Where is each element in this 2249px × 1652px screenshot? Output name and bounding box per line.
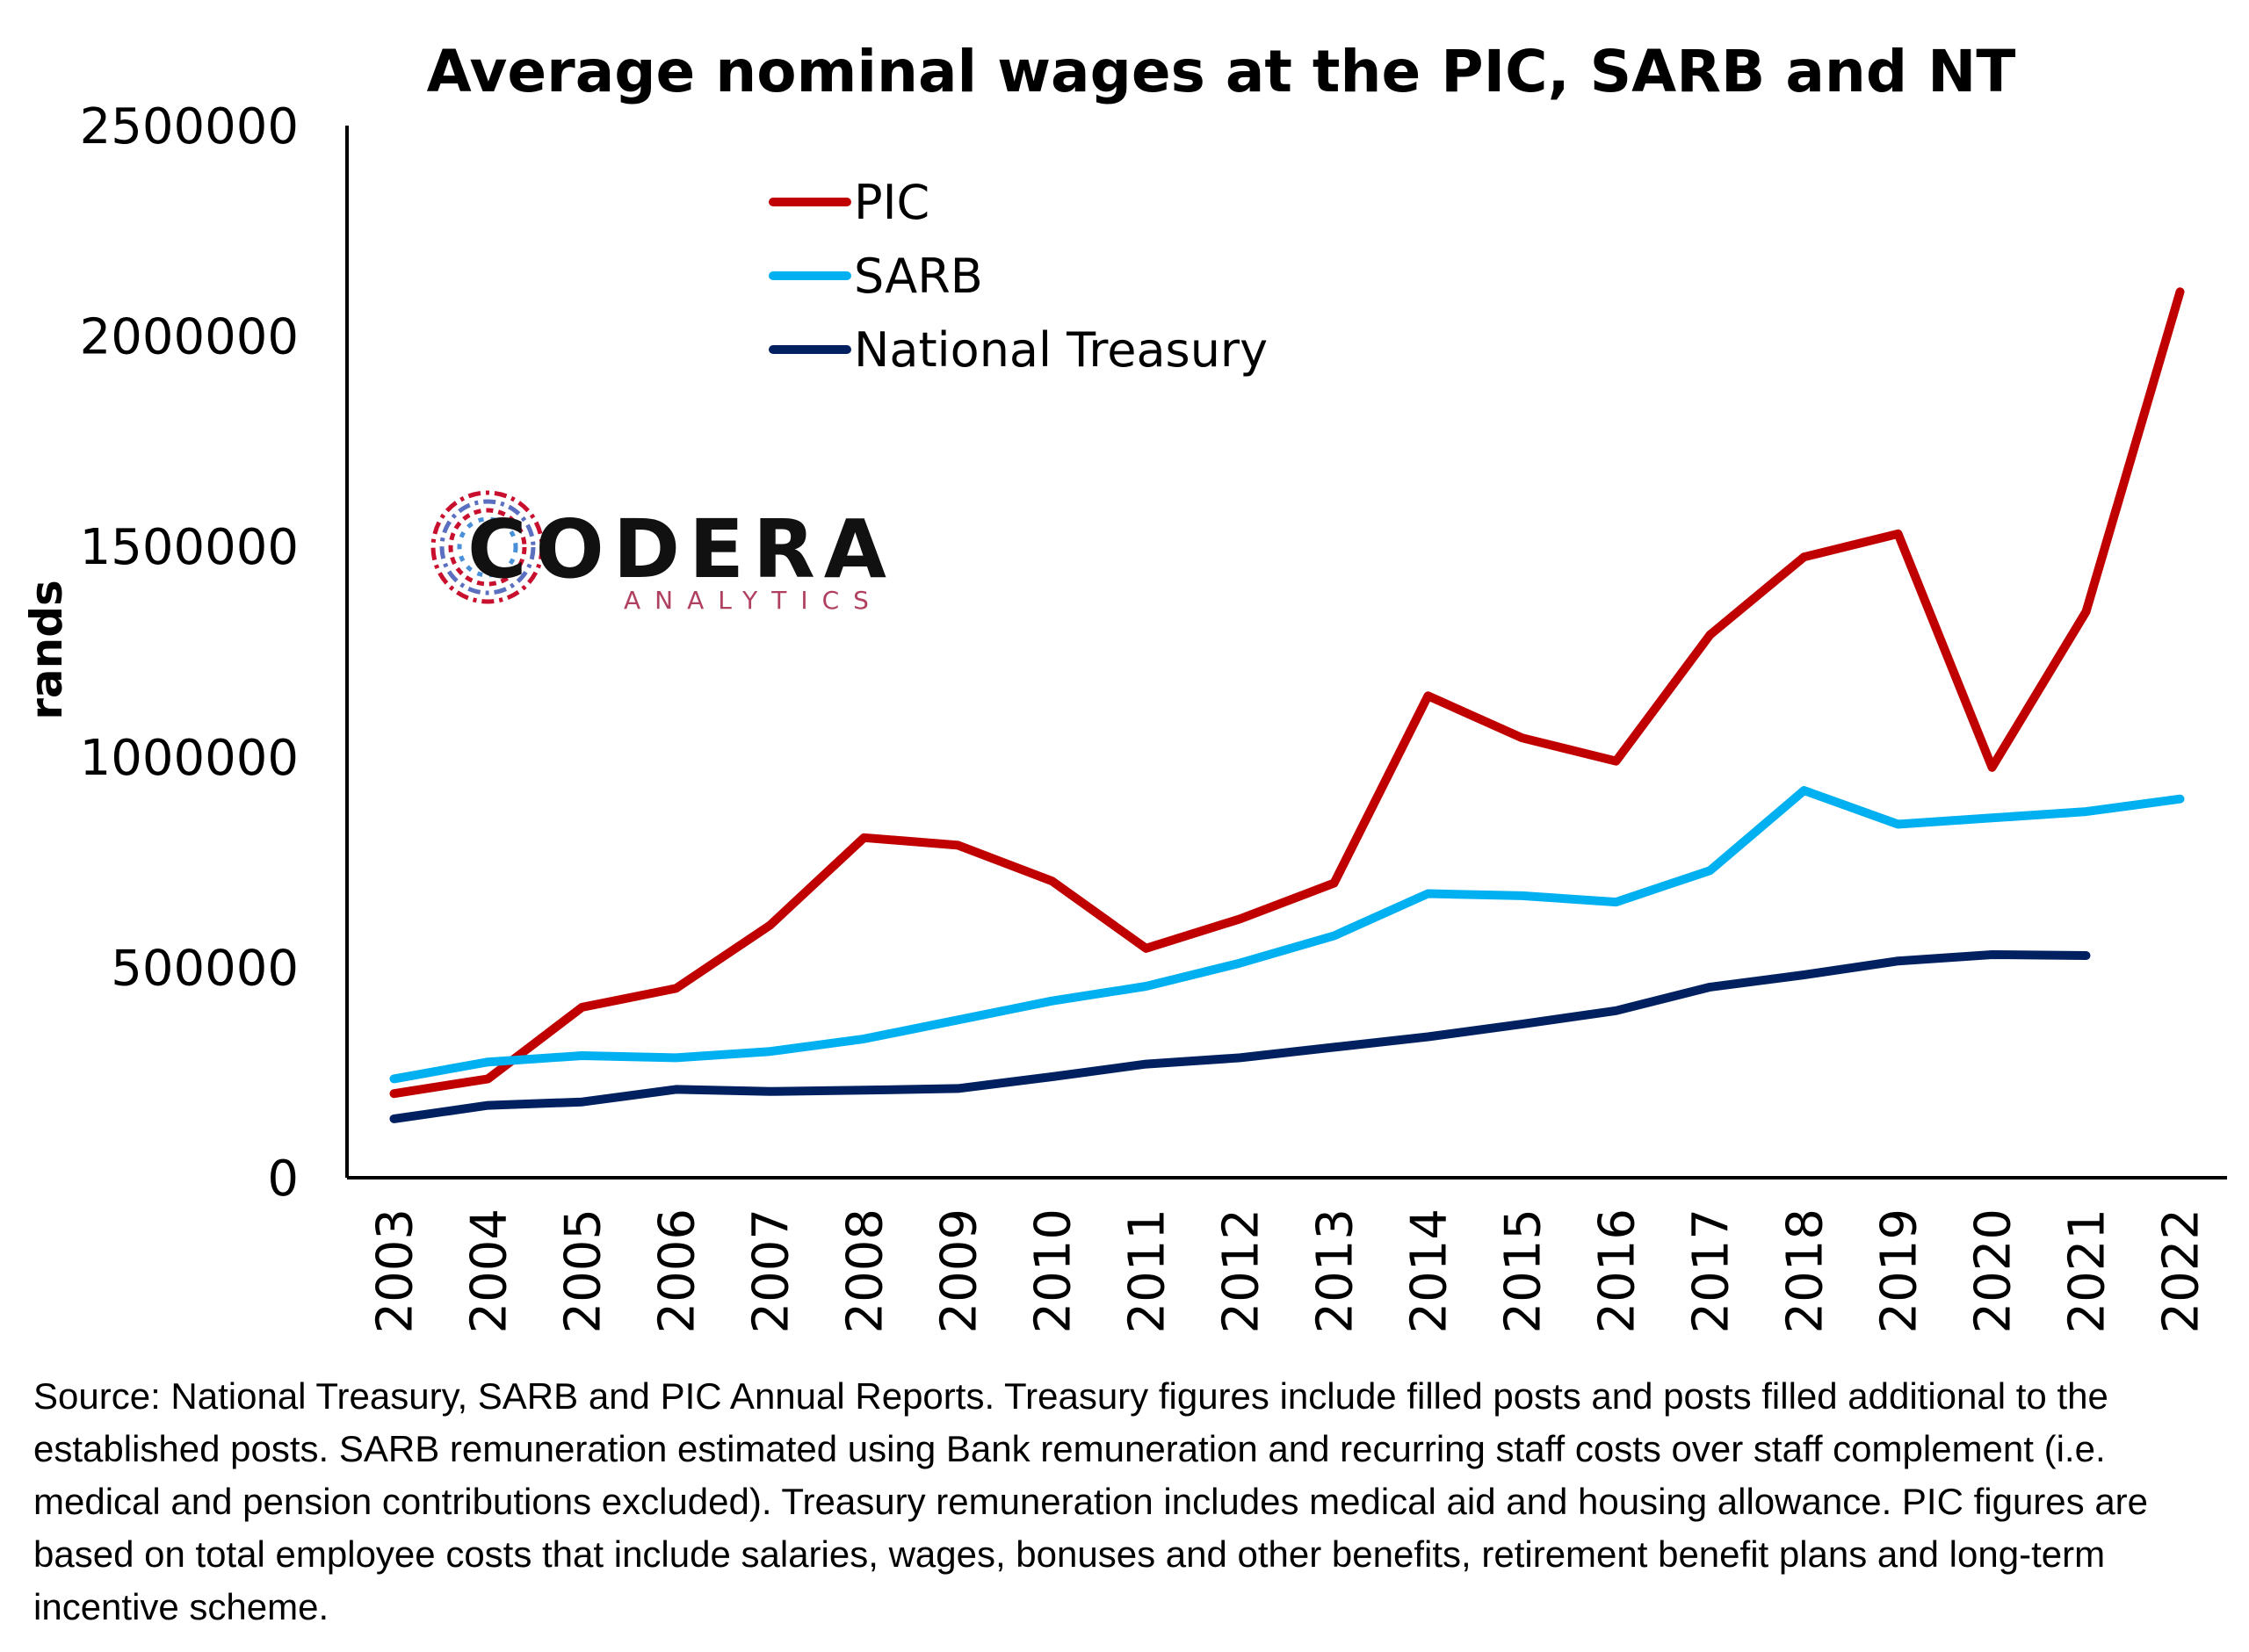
- legend-label: National Treasury: [854, 322, 1268, 378]
- legend-label: SARB: [854, 249, 983, 304]
- x-tick-label: 2018: [1777, 1208, 1834, 1334]
- y-tick-label: 2500000: [80, 98, 299, 155]
- source-note: Source: National Treasury, SARB and PIC …: [33, 1375, 2149, 1627]
- x-tick-label: 2013: [1307, 1208, 1364, 1334]
- logo-circle-icon: [430, 490, 545, 604]
- x-tick-label: 2005: [555, 1208, 612, 1334]
- logo-subtitle: ANALYTICS: [624, 586, 883, 615]
- x-tick-label: 2021: [2059, 1208, 2116, 1334]
- x-tick-label: 2003: [367, 1208, 424, 1334]
- x-tick-label: 2007: [743, 1208, 800, 1334]
- x-tick-label: 2011: [1119, 1208, 1176, 1334]
- chart-title: Average nominal wages at the PIC, SARB a…: [427, 38, 2016, 105]
- x-tick-label: 2012: [1213, 1208, 1270, 1334]
- x-axis-ticks: 2003 2004 2005 2006 2007 2008 2009 2010 2011 2012…: [367, 1208, 2210, 1334]
- x-tick-label: 2010: [1025, 1208, 1082, 1334]
- x-tick-label: 2017: [1683, 1208, 1740, 1334]
- series-line-sarb: [389, 786, 2185, 1084]
- x-tick-label: 2015: [1495, 1208, 1552, 1334]
- y-tick-label: 2000000: [80, 309, 299, 366]
- series-line-national-treasury: [389, 950, 2091, 1123]
- codera-logo: CODERA ANALYTICS: [430, 490, 895, 615]
- series-lines: [389, 287, 2185, 1123]
- x-tick-label: 2022: [2153, 1208, 2210, 1334]
- x-tick-label: 2020: [1965, 1208, 2022, 1334]
- chart-axes: [345, 126, 2227, 1179]
- legend: PIC SARB National Treasury: [769, 175, 1268, 378]
- logo-name: CODERA: [467, 502, 895, 596]
- line-chart: Average nominal wages at the PIC, SARB a…: [21, 38, 2227, 1334]
- y-tick-label: 0: [267, 1151, 299, 1208]
- series-line-pic: [389, 287, 2185, 1099]
- x-tick-label: 2008: [837, 1208, 894, 1334]
- y-tick-label: 1500000: [80, 519, 299, 576]
- y-tick-label: 500000: [111, 940, 299, 997]
- x-tick-label: 2014: [1401, 1208, 1458, 1334]
- y-axis-label: rands: [21, 580, 72, 720]
- x-tick-label: 2006: [649, 1208, 706, 1334]
- y-tick-label: 1000000: [80, 730, 299, 787]
- x-tick-label: 2004: [461, 1208, 518, 1334]
- y-axis-ticks: 0 500000 1000000 1500000 2000000 2500000: [80, 98, 299, 1208]
- legend-label: PIC: [854, 175, 929, 230]
- x-tick-label: 2019: [1871, 1208, 1928, 1334]
- x-tick-label: 2016: [1589, 1208, 1646, 1334]
- x-tick-label: 2009: [931, 1208, 988, 1334]
